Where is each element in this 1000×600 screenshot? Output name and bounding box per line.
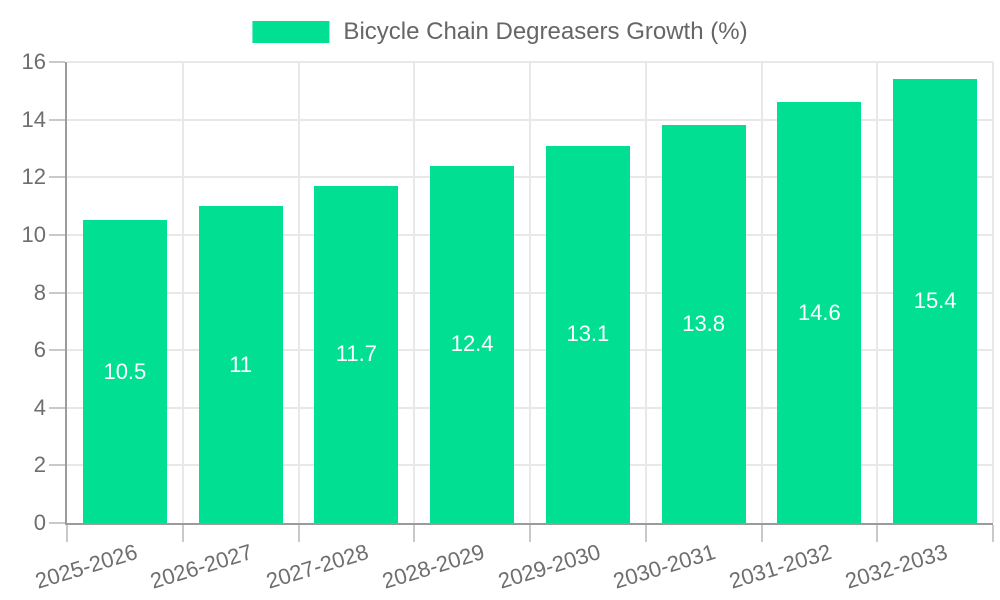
x-tick-mark bbox=[992, 525, 994, 542]
x-tick-label: 2028-2029 bbox=[379, 539, 488, 594]
bar-2030-2031[interactable]: 13.8 bbox=[661, 125, 746, 523]
x-tick-label: 2029-2030 bbox=[494, 539, 603, 594]
y-tick-label: 2 bbox=[33, 452, 46, 478]
x-tick-mark bbox=[529, 525, 531, 542]
bar-value-label: 12.4 bbox=[450, 331, 494, 357]
bar-value-label: 15.4 bbox=[913, 288, 957, 314]
v-gridline bbox=[297, 62, 300, 523]
bar-value-label: 10.5 bbox=[103, 358, 147, 384]
y-tick-mark bbox=[49, 406, 65, 409]
x-tick-mark bbox=[644, 525, 647, 542]
x-tick-label: 2026-2027 bbox=[147, 539, 256, 594]
x-tick-mark bbox=[297, 525, 300, 542]
legend-label: Bicycle Chain Degreasers Growth (%) bbox=[343, 18, 748, 45]
y-tick-mark bbox=[49, 464, 65, 467]
y-tick-label: 10 bbox=[21, 221, 46, 247]
y-tick-label: 8 bbox=[33, 279, 46, 305]
x-tick-label: 2025-2026 bbox=[31, 539, 140, 594]
v-gridline bbox=[760, 62, 763, 523]
legend-swatch bbox=[252, 21, 330, 43]
y-tick-label: 6 bbox=[33, 337, 46, 363]
x-tick-mark bbox=[181, 525, 184, 542]
bar-2028-2029[interactable]: 12.4 bbox=[430, 165, 515, 523]
y-tick-label: 16 bbox=[21, 49, 46, 74]
y-tick-mark bbox=[49, 349, 65, 352]
x-tick-mark bbox=[876, 525, 879, 542]
x-tick-label: 2027-2028 bbox=[263, 539, 372, 594]
x-tick-label: 2030-2031 bbox=[610, 539, 719, 594]
bar-2026-2027[interactable]: 11 bbox=[198, 206, 283, 523]
y-tick-mark bbox=[49, 233, 65, 236]
y-tick-label: 12 bbox=[21, 164, 46, 190]
y-axis-line bbox=[65, 62, 67, 525]
y-tick-mark bbox=[49, 522, 65, 524]
x-tick-mark bbox=[760, 525, 763, 542]
x-tick-label: 2032-2033 bbox=[842, 539, 951, 594]
y-tick-mark bbox=[49, 176, 65, 179]
bar-2029-2030[interactable]: 13.1 bbox=[545, 145, 630, 523]
bar-value-label: 11 bbox=[229, 351, 253, 377]
y-tick-mark bbox=[49, 118, 65, 121]
bar-2031-2032[interactable]: 14.6 bbox=[777, 102, 862, 523]
bar-2027-2028[interactable]: 11.7 bbox=[314, 185, 399, 523]
y-tick-mark bbox=[49, 61, 65, 63]
v-gridline bbox=[529, 62, 531, 523]
y-tick-label: 0 bbox=[33, 510, 46, 535]
chart-legend[interactable]: Bicycle Chain Degreasers Growth (%) bbox=[252, 17, 748, 47]
bar-value-label: 13.8 bbox=[682, 311, 726, 337]
v-gridline bbox=[644, 62, 647, 523]
x-tick-mark bbox=[66, 525, 68, 542]
v-gridline bbox=[876, 62, 879, 523]
y-tick-label: 4 bbox=[33, 394, 46, 420]
v-gridline bbox=[992, 62, 994, 523]
bar-value-label: 13.1 bbox=[566, 321, 610, 347]
y-tick-mark bbox=[49, 291, 65, 294]
x-tick-label: 2031-2032 bbox=[726, 539, 835, 594]
v-gridline bbox=[181, 62, 184, 523]
x-tick-mark bbox=[413, 525, 416, 542]
bar-2032-2033[interactable]: 15.4 bbox=[893, 79, 978, 523]
v-gridline bbox=[413, 62, 416, 523]
bar-value-label: 11.7 bbox=[335, 341, 377, 367]
bar-2025-2026[interactable]: 10.5 bbox=[82, 220, 167, 523]
x-axis-line bbox=[65, 523, 993, 525]
y-tick-label: 14 bbox=[21, 106, 46, 132]
bar-value-label: 14.6 bbox=[797, 299, 841, 325]
